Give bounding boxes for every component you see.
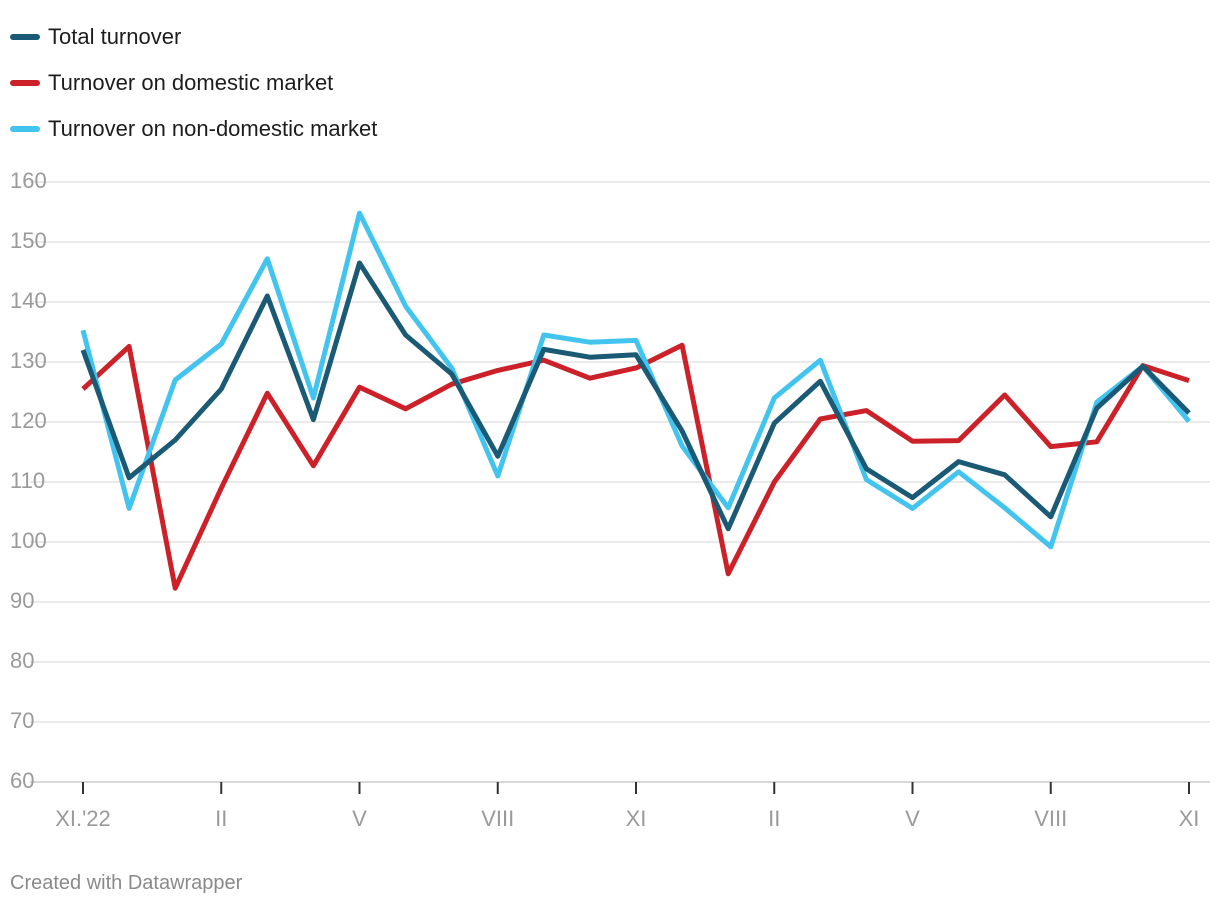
x-tick-label: II bbox=[215, 806, 227, 831]
y-tick-label: 80 bbox=[10, 648, 34, 673]
x-axis: XI.'22 II V VIII XI II V VIII XI bbox=[55, 782, 1199, 831]
series-line-non-domestic bbox=[80, 210, 1191, 550]
x-tick-label: XI.'22 bbox=[55, 806, 111, 831]
series-line-total bbox=[80, 260, 1191, 532]
x-tick-label: II bbox=[768, 806, 780, 831]
y-tick-label: 70 bbox=[10, 708, 34, 733]
y-tick-label: 60 bbox=[10, 768, 34, 793]
y-tick-label: 130 bbox=[10, 348, 47, 373]
gridlines bbox=[30, 181, 1210, 783]
y-axis: 60 70 80 90 100 110 120 130 140 150 160 bbox=[10, 168, 47, 793]
legend-item-domestic: Turnover on domestic market bbox=[10, 60, 377, 106]
legend-item-total: Total turnover bbox=[10, 14, 377, 60]
legend-swatch-domestic bbox=[10, 80, 40, 86]
y-tick-label: 150 bbox=[10, 228, 47, 253]
legend-label-non-domestic: Turnover on non-domestic market bbox=[48, 116, 378, 141]
y-tick-label: 100 bbox=[10, 528, 47, 553]
series-line-domestic bbox=[81, 342, 1190, 591]
legend: Total turnover Turnover on domestic mark… bbox=[10, 14, 377, 152]
x-tick-label: XI bbox=[626, 806, 647, 831]
y-tick-label: 120 bbox=[10, 408, 47, 433]
x-tick-label: XI bbox=[1179, 806, 1200, 831]
y-tick-label: 160 bbox=[10, 168, 47, 193]
y-tick-label: 110 bbox=[10, 468, 45, 493]
x-tick-label: V bbox=[352, 806, 367, 831]
legend-swatch-total bbox=[10, 34, 40, 40]
x-tick-label: VIII bbox=[1034, 806, 1067, 831]
legend-label-domestic: Turnover on domestic market bbox=[48, 70, 334, 95]
x-tick-label: V bbox=[905, 806, 920, 831]
x-tick-label: VIII bbox=[481, 806, 514, 831]
y-tick-label: 90 bbox=[10, 588, 34, 613]
legend-swatch-non-domestic bbox=[10, 126, 40, 132]
legend-item-non-domestic: Turnover on non-domestic market bbox=[10, 106, 377, 152]
series-lines bbox=[80, 210, 1191, 591]
footer-credit: Created with Datawrapper bbox=[10, 872, 243, 894]
legend-label-total: Total turnover bbox=[48, 24, 182, 49]
y-tick-label: 140 bbox=[10, 288, 47, 313]
